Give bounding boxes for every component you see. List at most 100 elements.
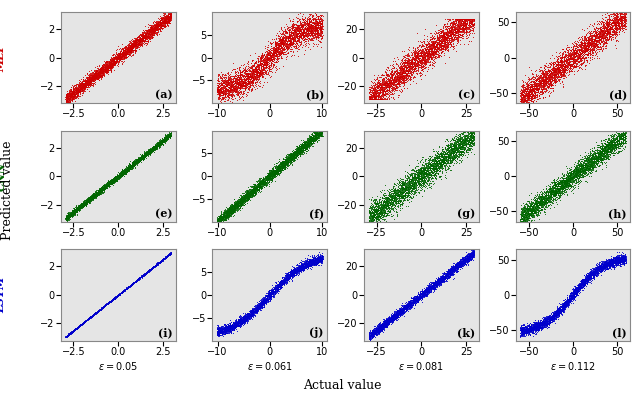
Point [541,322,551,328]
Point [429,284,439,291]
Point [61,215,72,221]
Point [147,264,157,270]
Point [118,47,128,53]
Point [451,265,461,271]
Point [449,154,460,160]
Point [574,284,584,291]
Point [252,307,262,313]
Point [374,328,385,334]
Point [428,164,438,170]
Point [132,157,143,163]
Point [83,196,93,202]
Point [288,158,298,164]
Point [445,137,456,144]
Point [266,167,276,173]
Point [611,145,621,151]
Point [61,333,71,339]
Point [446,31,456,37]
Point [547,85,557,91]
Point [538,199,548,206]
Point [299,148,309,155]
Point [273,285,283,291]
Point [409,65,419,71]
Point [462,15,472,22]
Point [548,77,559,84]
Point [244,314,254,321]
Point [217,330,227,336]
Point [67,328,77,335]
Point [129,42,140,49]
Point [234,79,244,85]
Point [312,127,323,133]
Point [287,156,297,162]
Point [402,65,412,71]
Point [611,257,621,264]
Point [236,204,246,210]
Point [424,285,435,291]
Point [556,183,566,190]
Point [606,142,616,148]
Point [383,318,394,324]
Point [570,289,580,295]
Point [212,217,223,223]
Point [399,192,409,199]
Point [442,159,452,165]
Point [580,47,591,53]
Point [573,285,583,291]
Point [464,253,474,259]
Point [523,325,533,331]
Point [559,306,570,312]
Point [242,194,252,200]
Point [239,80,249,86]
Point [525,206,535,213]
Point [94,188,104,195]
Point [527,324,538,331]
Point [593,267,603,273]
Point [547,316,557,323]
Point [447,267,458,273]
Point [243,315,253,322]
Point [545,84,556,91]
Point [568,55,578,61]
Point [98,304,108,310]
Point [370,95,380,102]
Point [93,308,103,314]
Point [134,155,145,161]
Point [402,177,412,183]
Point [588,152,598,158]
Point [92,190,102,197]
Point [144,149,154,155]
Point [232,201,242,208]
Point [76,321,86,327]
Point [94,187,104,194]
Point [388,91,398,97]
Point [66,84,76,91]
Point [380,320,390,326]
Point [387,68,397,74]
Point [585,29,595,35]
Point [126,166,136,172]
Point [550,195,561,201]
Point [70,326,80,332]
Point [132,157,142,163]
Point [378,205,388,211]
Point [239,79,249,85]
Point [120,48,130,55]
Point [212,331,223,337]
Point [429,168,439,175]
Point [387,317,397,323]
Point [466,15,476,22]
Point [574,174,584,181]
Point [520,210,531,217]
Point [397,185,407,191]
Point [83,315,93,322]
Point [141,269,152,275]
Point [429,40,440,46]
Point [541,86,551,92]
Point [221,329,231,335]
Point [235,199,245,205]
Point [452,260,462,267]
Point [588,160,598,167]
Point [452,262,463,268]
Point [387,67,397,73]
